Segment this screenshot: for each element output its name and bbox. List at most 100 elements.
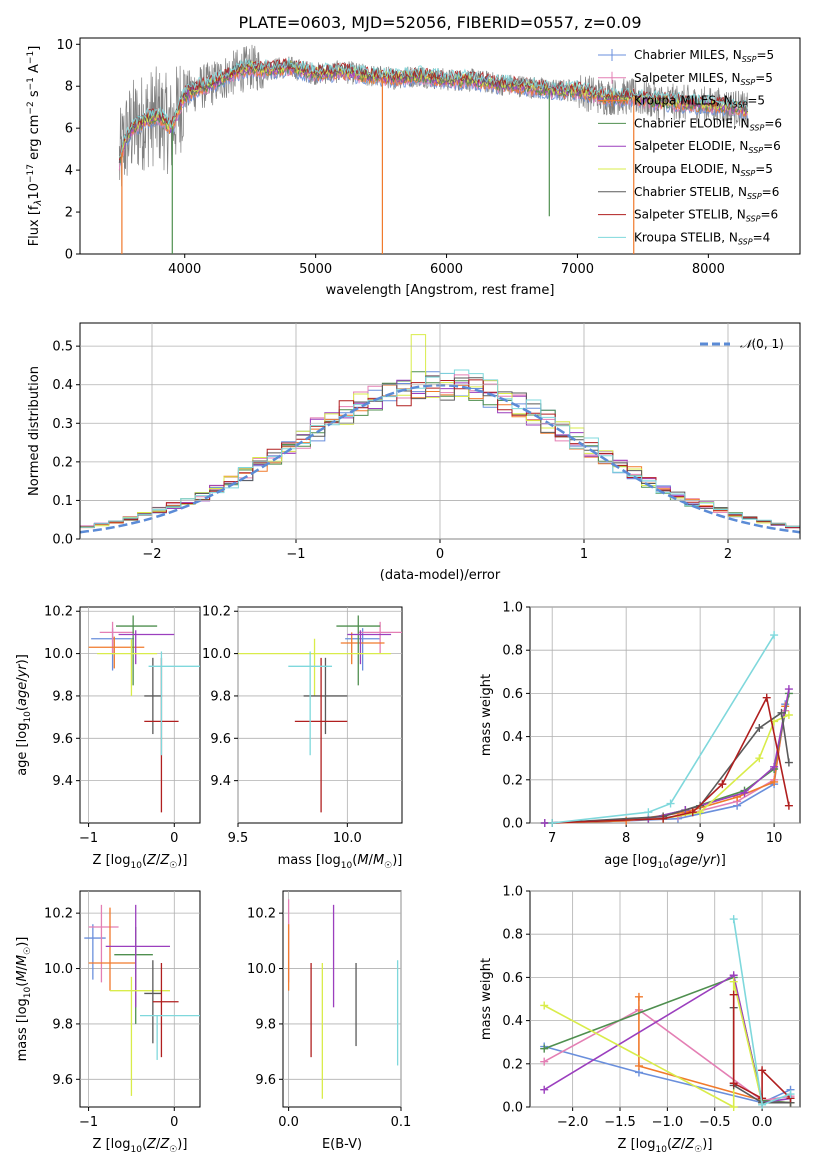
weight-age-panel: mass weight age [log10(age/yr)] 7 8 9 10 0.0… [479, 601, 801, 871]
mass-weight-marker [755, 723, 764, 732]
mass-weight-marker [784, 758, 793, 767]
weight-Z-ylabel: mass weight [479, 958, 494, 1040]
y-tick-label: 10.2 [44, 907, 73, 922]
mass-weight-line [552, 711, 790, 824]
mass-EBV-xlabel: E(B-V) [322, 1137, 362, 1152]
x-tick-label: 0.0 [278, 1115, 299, 1130]
y-tick-label: 0.2 [502, 773, 523, 788]
legend-label: Salpeter STELIB, NSSP=6 [634, 208, 778, 224]
x-tick-label: 10.0 [333, 831, 362, 846]
age-mass-xlabel: mass [log10(M/M☉)] [278, 853, 403, 871]
legend-label: Salpeter ELODIE, NSSP=6 [634, 139, 781, 155]
y-tick-label: 0.0 [502, 1101, 523, 1116]
mass-weight-line [543, 1008, 791, 1102]
x-tick-label: 1 [580, 547, 588, 562]
y-tick-label: 1.0 [502, 601, 523, 616]
weight-age-ylabel: mass weight [479, 674, 494, 756]
mass-weight-marker [688, 808, 697, 817]
spectrum-frame [79, 37, 801, 255]
spectrum-panel: 4000 5000 6000 7000 8000 0 2 4 6 8 10 wavelength [… [26, 37, 801, 298]
mass-weight-marker [784, 711, 793, 719]
mass-weight-marker [729, 990, 738, 999]
y-tick-label: 9.6 [255, 1073, 276, 1088]
legend-label: Kroupa ELODIE, NSSP=5 [634, 162, 773, 178]
y-tick-label: 2 [65, 206, 73, 221]
mass-weight-marker [770, 762, 779, 771]
mass-weight-marker [540, 1057, 549, 1066]
y-tick-label: 9.8 [210, 689, 231, 704]
x-tick-label: 9 [696, 831, 704, 846]
x-tick-label: 7000 [561, 262, 594, 277]
weight-age-xlabel: age [log10(age/yr)] [604, 853, 726, 871]
weight-Z-xlabel: Z [log10(Z/Z☉)] [618, 1137, 713, 1155]
spectrum-ylabel: Flux [fλ10−17 erg cm−2 s−1 A−1] [26, 46, 44, 247]
mass-weight-marker [540, 819, 549, 827]
mass-Z-frame [79, 890, 201, 1108]
x-tick-label: −1 [79, 1115, 98, 1130]
y-tick-label: 0.4 [52, 378, 73, 393]
y-tick-label: 0.1 [52, 494, 73, 509]
mass-weight-marker [659, 814, 668, 823]
y-tick-label: 4 [65, 164, 73, 179]
x-tick-label: 0.1 [391, 1115, 412, 1130]
mass-weight-marker [666, 799, 675, 808]
mass-weight-marker [729, 1103, 738, 1111]
legend-label: Chabrier ELODIE, NSSP=6 [634, 116, 782, 132]
mass-weight-marker [729, 977, 738, 986]
age-mass-panel: mass [log10(M/M☉)] 9.5 10.0 9.4 9.6 9.8 10.0 1… [202, 605, 403, 871]
mass-weight-marker [740, 788, 749, 797]
mass-weight-marker [755, 754, 764, 763]
legend-label: Chabrier STELIB, NSSP=6 [634, 185, 779, 201]
y-tick-label: 0.6 [502, 687, 523, 702]
y-tick-label: 10.0 [44, 647, 73, 662]
mass-weight-marker [729, 915, 738, 924]
mass-weight-marker [634, 992, 643, 1001]
age-Z-ylabel: age [log10(age/yr)] [15, 654, 33, 776]
mass-Z-ylabel: mass [log10(M/M☉)] [15, 937, 33, 1062]
x-tick-label: 7 [548, 831, 556, 846]
age-Z-frame [79, 606, 201, 824]
mass-weight-line [552, 634, 775, 824]
x-tick-label: −2.0 [557, 1115, 589, 1130]
y-tick-label: 6 [65, 122, 73, 137]
residual-panel: −2 −1 0 1 2 0.0 0.1 0.2 0.3 0.4 0.5 (data-model)/e… [27, 322, 801, 583]
x-tick-label: 10 [766, 831, 783, 846]
y-tick-label: 10.0 [44, 962, 73, 977]
x-tick-label: 0 [170, 1115, 178, 1130]
mass-weight-line [552, 695, 790, 824]
x-tick-label: 9.5 [228, 831, 249, 846]
x-tick-label: 4000 [168, 262, 201, 277]
y-tick-label: 1.0 [502, 885, 523, 900]
x-tick-label: −1.5 [604, 1115, 636, 1130]
y-tick-label: 10.0 [247, 962, 276, 977]
weight-Z-panel: mass weight Z [log10(Z/Z☉)] −2.0 −1.5 −1.0… [479, 885, 801, 1155]
mass-weight-marker [758, 1066, 767, 1075]
x-tick-label: 8000 [692, 262, 725, 277]
y-tick-label: 0.5 [52, 340, 73, 355]
legend-label: Chabrier MILES, NSSP=5 [634, 48, 774, 64]
y-tick-label: 9.4 [52, 774, 73, 789]
y-tick-label: 0.3 [52, 417, 73, 432]
y-tick-label: 9.8 [52, 689, 73, 704]
residual-ylabel: Normed distribution [27, 366, 42, 496]
spectrum-xlabel: wavelength [Angstrom, rest frame] [326, 283, 555, 298]
mass-weight-marker [540, 1044, 549, 1053]
age-Z-xlabel: Z [log10(Z/Z☉)] [93, 853, 188, 871]
figure-title: PLATE=0603, MJD=52056, FIBERID=0557, z=0… [238, 13, 641, 32]
y-tick-label: 8 [65, 80, 73, 95]
y-tick-label: 9.6 [52, 732, 73, 747]
y-tick-label: 0.2 [52, 455, 73, 470]
y-tick-label: 10.2 [202, 605, 231, 620]
y-tick-label: 9.6 [210, 732, 231, 747]
age-Z-panel: age [log10(age/yr)] Z [log10(Z/Z☉)] −1 0 9… [15, 605, 201, 871]
x-tick-label: 0.0 [752, 1115, 773, 1130]
mass-weight-marker [777, 708, 786, 717]
mass-weight-marker [770, 777, 779, 786]
y-tick-label: 10.2 [44, 605, 73, 620]
y-tick-label: 0 [65, 248, 73, 263]
y-tick-label: 0.4 [502, 730, 523, 745]
y-tick-label: 9.6 [52, 1073, 73, 1088]
y-tick-label: 0.0 [502, 817, 523, 832]
mass-weight-marker [548, 819, 557, 827]
x-tick-label: −1.0 [652, 1115, 684, 1130]
